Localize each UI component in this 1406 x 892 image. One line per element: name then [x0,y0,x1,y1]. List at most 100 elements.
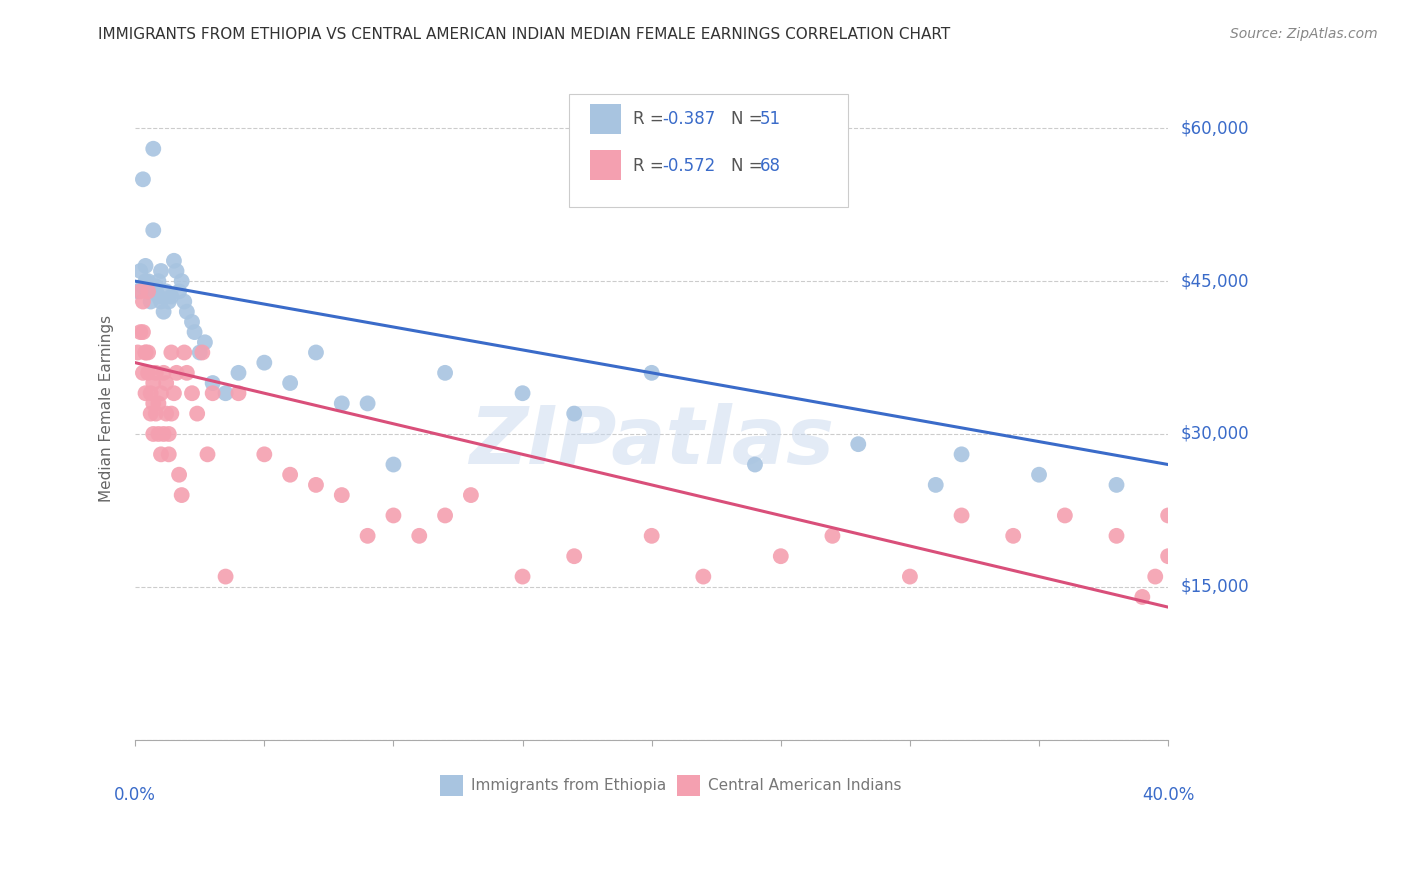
Point [1053,508,1076,523]
Text: 40.0%: 40.0% [1142,786,1194,804]
Point [950,508,973,523]
FancyBboxPatch shape [589,104,620,134]
Point [176,304,198,318]
Point [152,427,174,442]
Point [150,447,173,461]
Point [562,407,585,421]
Text: $60,000: $60,000 [1181,120,1250,137]
Point [408,529,430,543]
Point [139,407,162,421]
Point [512,569,534,583]
Point [148,427,170,442]
Point [183,325,205,339]
Point [160,407,183,421]
Point [135,386,157,401]
Point [640,366,662,380]
Point [253,356,276,370]
Point [166,264,188,278]
Text: Immigrants from Ethiopia: Immigrants from Ethiopia [471,778,666,793]
Point [330,488,353,502]
Point [150,264,173,278]
Text: Source: ZipAtlas.com: Source: ZipAtlas.com [1230,27,1378,41]
Text: $30,000: $30,000 [1181,425,1250,443]
Point [136,274,159,288]
Point [278,376,301,390]
Point [132,172,155,186]
Point [434,366,457,380]
Point [142,142,165,156]
Point [201,376,224,390]
Point [148,289,170,303]
Point [135,345,157,359]
Point [139,285,162,299]
Point [132,366,155,380]
Point [139,294,162,309]
Text: R =: R = [633,110,669,128]
Point [214,569,236,583]
Point [155,407,177,421]
Point [356,529,378,543]
Point [382,458,405,472]
Point [1105,529,1128,543]
Point [434,508,457,523]
Point [1144,569,1167,583]
Point [127,285,149,299]
Point [170,488,193,502]
Text: 0.0%: 0.0% [114,786,156,804]
Point [135,259,157,273]
Text: ZIPatlas: ZIPatlas [470,402,834,481]
Text: N =: N = [731,156,768,175]
Point [744,458,766,472]
Point [136,345,159,359]
Text: 51: 51 [761,110,782,128]
Point [1157,549,1180,564]
Text: $45,000: $45,000 [1181,272,1250,290]
Point [191,345,214,359]
Point [152,366,174,380]
Point [1002,529,1025,543]
Point [150,294,173,309]
Point [155,376,177,390]
Point [253,447,276,461]
Point [460,488,482,502]
Point [1130,590,1153,604]
Point [132,325,155,339]
FancyBboxPatch shape [569,94,848,207]
Point [136,285,159,299]
Point [821,529,844,543]
Point [898,569,921,583]
Point [305,345,328,359]
Point [142,427,165,442]
Point [163,386,186,401]
Point [167,285,190,299]
Point [157,427,180,442]
Point [152,304,174,318]
Point [1105,478,1128,492]
Point [846,437,869,451]
Point [1028,467,1050,482]
Text: $15,000: $15,000 [1181,578,1250,596]
Point [155,285,177,299]
Point [562,549,585,564]
Point [925,478,948,492]
Text: IMMIGRANTS FROM ETHIOPIA VS CENTRAL AMERICAN INDIAN MEDIAN FEMALE EARNINGS CORRE: IMMIGRANTS FROM ETHIOPIA VS CENTRAL AMER… [98,27,950,42]
Point [170,274,193,288]
Point [132,279,155,293]
Point [145,279,167,293]
Point [150,386,173,401]
Point [148,396,170,410]
Y-axis label: Median Female Earnings: Median Female Earnings [100,315,114,502]
Point [157,294,180,309]
Point [305,478,328,492]
Point [148,274,170,288]
Point [142,376,165,390]
Point [160,289,183,303]
Point [129,325,152,339]
Point [127,345,149,359]
Point [142,396,165,410]
Point [181,386,204,401]
Point [145,407,167,421]
Point [167,467,190,482]
Point [197,447,219,461]
Point [129,264,152,278]
